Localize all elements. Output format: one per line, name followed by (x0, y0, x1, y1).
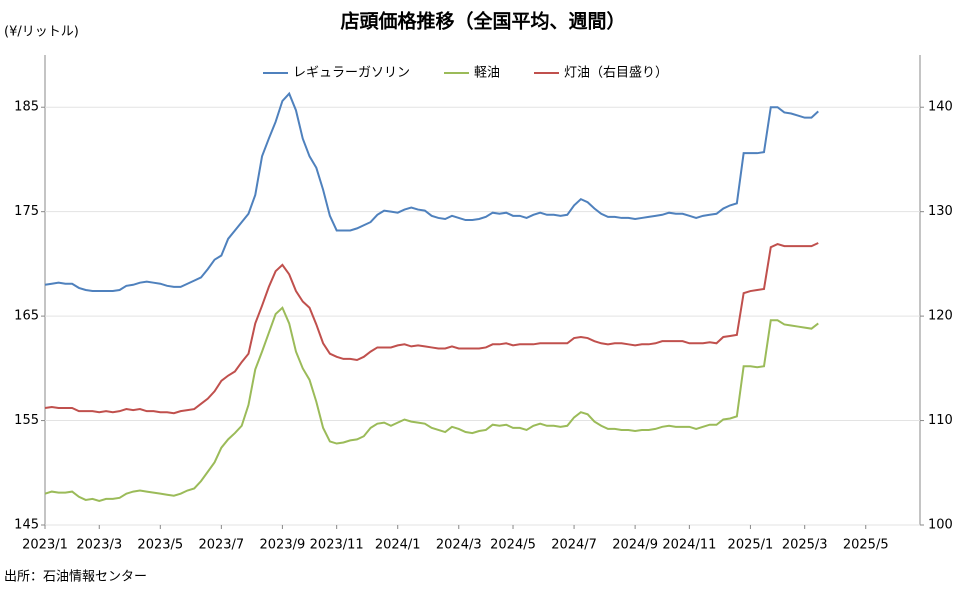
y2-tick-label: 130 (928, 204, 953, 219)
x-tick-label: 2023/3 (76, 538, 122, 553)
chart-title: 店頭価格推移（全国平均、週間） (340, 10, 625, 33)
x-tick-label: 2023/1 (22, 538, 68, 553)
series-line (44, 91, 819, 293)
y2-tick-label: 120 (928, 309, 953, 324)
x-tick-label: 2025/1 (728, 538, 774, 553)
x-tick-label: 2024/5 (490, 538, 536, 553)
x-tick-label: 2023/5 (137, 538, 183, 553)
series-line (44, 306, 819, 503)
y-tick-label: 155 (14, 413, 39, 428)
x-tick-label: 2023/11 (310, 538, 364, 553)
y-axis-label: (¥/リットル) (4, 25, 79, 40)
legend-label: レギュラーガソリン (293, 66, 410, 81)
y-tick-label: 185 (14, 100, 39, 115)
x-tick-label: 2024/3 (436, 538, 482, 553)
y2-tick-label: 100 (928, 518, 953, 533)
x-tick-label: 2023/9 (260, 538, 306, 553)
x-tick-label: 2024/9 (612, 538, 658, 553)
y2-tick-label: 140 (928, 100, 953, 115)
y-tick-label: 145 (14, 518, 39, 533)
x-tick-label: 2024/11 (662, 538, 716, 553)
y-tick-label: 165 (14, 309, 39, 324)
series-line (44, 242, 819, 415)
legend-label: 灯油（右目盛り） (564, 66, 668, 81)
x-tick-label: 2025/5 (843, 538, 889, 553)
x-tick-label: 2024/1 (375, 538, 421, 553)
y-tick-label: 175 (14, 204, 39, 219)
x-tick-label: 2023/7 (198, 538, 244, 553)
x-tick-label: 2024/7 (551, 538, 597, 553)
legend-label: 軽油 (474, 66, 500, 81)
x-tick-label: 2025/3 (782, 538, 828, 553)
source-note: 出所：石油情報センター (4, 570, 147, 585)
y2-tick-label: 110 (928, 413, 953, 428)
